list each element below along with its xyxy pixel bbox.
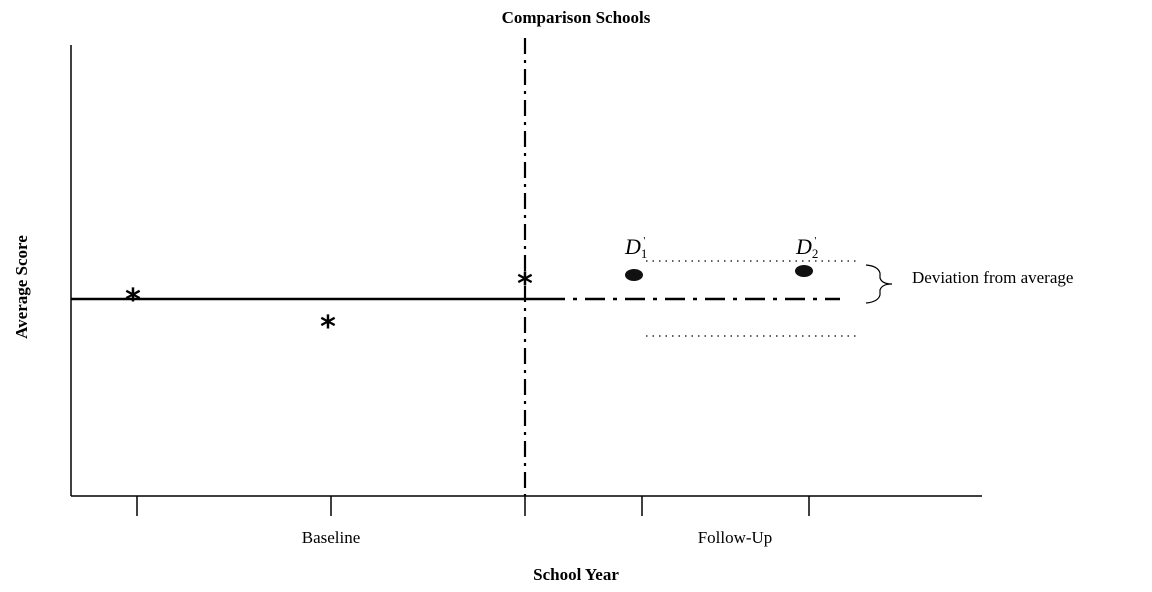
asterisk-icon: * [320,310,336,345]
d1-superscript: ' [643,235,646,247]
figure-title: Comparison Schools [501,8,651,27]
deviation-label-d2: D2' [796,234,819,261]
x-tick-label-follow-up: Follow-Up [697,528,773,547]
deviation-annotation: Deviation from average [912,268,1074,287]
filled-ellipse-icon [625,269,643,281]
x-axis-label: School Year [533,565,619,584]
d1-letter: D [625,234,641,259]
d2-letter: D [796,234,812,259]
filled-ellipse-icon [795,265,813,277]
asterisk-icon: * [125,283,141,318]
x-tick-label-baseline: Baseline [301,528,361,547]
brace-icon [865,264,893,304]
asterisk-icon: * [517,267,533,302]
d2-subscript: 2 [811,246,819,261]
d2-superscript: ' [814,235,817,247]
d1-subscript: 1 [640,246,648,261]
deviation-label-d1: D1' [625,234,648,261]
